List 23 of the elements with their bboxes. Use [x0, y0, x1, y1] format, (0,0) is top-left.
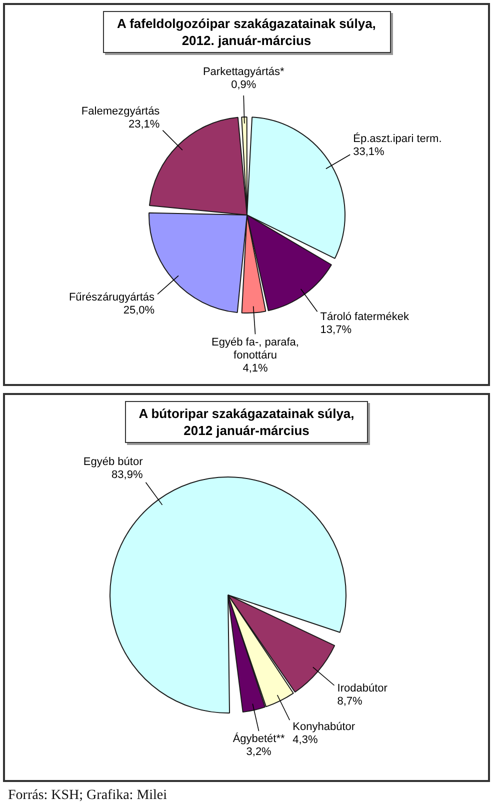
slice-label: Irodabútor: [337, 682, 388, 694]
slice-label: Tároló fatermékek: [320, 311, 410, 324]
slice-label: Egyéb fa-, parafa, fonottáru: [212, 336, 299, 362]
data-label: 8,7%: [337, 695, 363, 708]
slice-label: Konyhabútor: [292, 721, 356, 734]
data-label: 23,1%: [128, 118, 160, 130]
data-label: 33,1%: [353, 146, 385, 158]
slice-label: Ágybetét**: [232, 732, 286, 746]
data-label: 0,9%: [231, 79, 256, 92]
slice-label: Parkettagyártás*: [202, 66, 285, 78]
text: Forrás: KSH; Grafika: Milei: [8, 788, 168, 804]
data-label: 83,9%: [112, 468, 143, 481]
data-label: 4,3%: [292, 734, 318, 746]
data-label: 13,7%: [320, 324, 352, 336]
chart-title: A fafeldolgozóipar szakágazatainak súlya, 2012. január-március: [102, 11, 390, 53]
data-label: 4,1%: [242, 362, 268, 375]
data-label: 3,2%: [246, 746, 272, 758]
slice-label: Egyéb bútor: [83, 456, 144, 468]
slice-label: Fűrészárugyártás: [68, 291, 156, 304]
chart-title: A bútoripar szakágazatainak súlya, 2012 január-március: [125, 401, 368, 443]
slice-label: Ép.aszt.ipari term.: [353, 132, 442, 146]
data-label: 25,0%: [123, 304, 155, 316]
slice-label: Falemezgyártás: [81, 105, 160, 118]
